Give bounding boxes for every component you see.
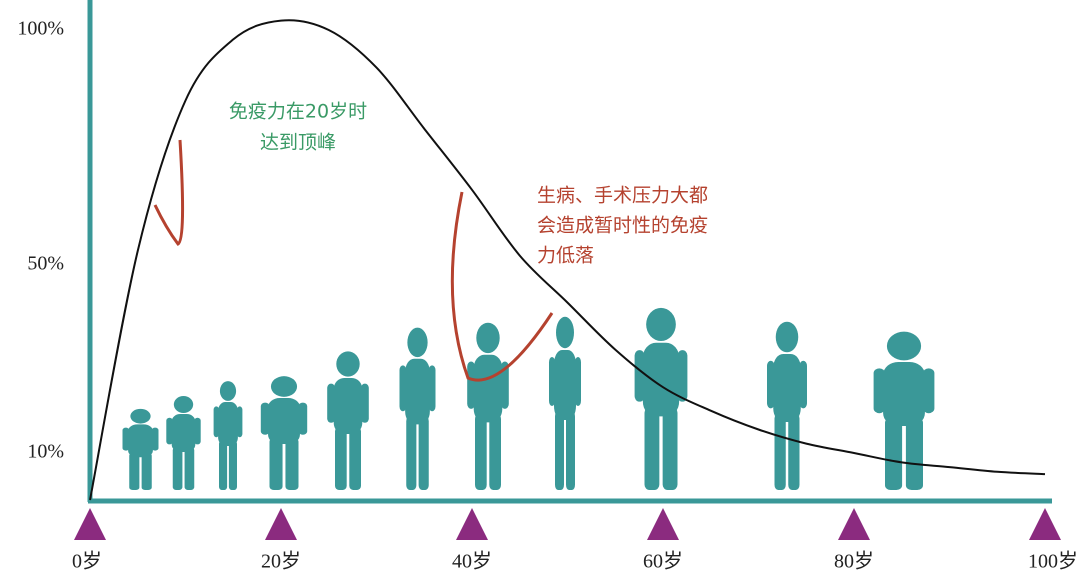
annotation: 达到顶峰 — [260, 132, 336, 154]
x-tick-mark — [838, 508, 870, 540]
x-tick-mark — [265, 508, 297, 540]
x-tick-label: 80岁 — [834, 550, 874, 573]
dip-annotation — [450, 191, 554, 382]
x-tick-label: 100岁 — [1028, 550, 1078, 573]
silhouette — [634, 307, 688, 490]
annotation: 会造成暂时性的免疫 — [537, 215, 708, 237]
silhouette — [327, 351, 369, 490]
x-tick-mark — [456, 508, 488, 540]
x-tick-mark — [1029, 508, 1061, 540]
silhouette — [549, 316, 581, 490]
immunity-curve — [89, 19, 1046, 501]
y-tick-label: 100% — [17, 18, 64, 40]
y-tick-label: 10% — [27, 441, 64, 463]
x-tick-label: 20岁 — [261, 550, 301, 573]
x-tick-mark — [74, 508, 106, 540]
annotation: 免疫力在20岁时 — [229, 101, 367, 123]
silhouette — [467, 322, 509, 490]
dip-annotation — [153, 139, 185, 246]
annotation: 力低落 — [537, 245, 594, 267]
x-tick-mark — [647, 508, 679, 540]
silhouette — [166, 395, 201, 490]
silhouette — [260, 376, 308, 490]
silhouette — [213, 381, 243, 490]
silhouette — [399, 327, 436, 490]
silhouette — [767, 321, 807, 490]
annotation: 生病、手术压力大都 — [537, 185, 708, 207]
x-tick-label: 40岁 — [452, 550, 492, 573]
y-tick-label: 50% — [27, 253, 64, 275]
silhouette — [873, 331, 935, 490]
silhouettes — [122, 307, 935, 490]
x-tick-label: 60岁 — [643, 550, 683, 573]
silhouette — [122, 408, 159, 490]
x-tick-label: 0岁 — [72, 550, 102, 573]
